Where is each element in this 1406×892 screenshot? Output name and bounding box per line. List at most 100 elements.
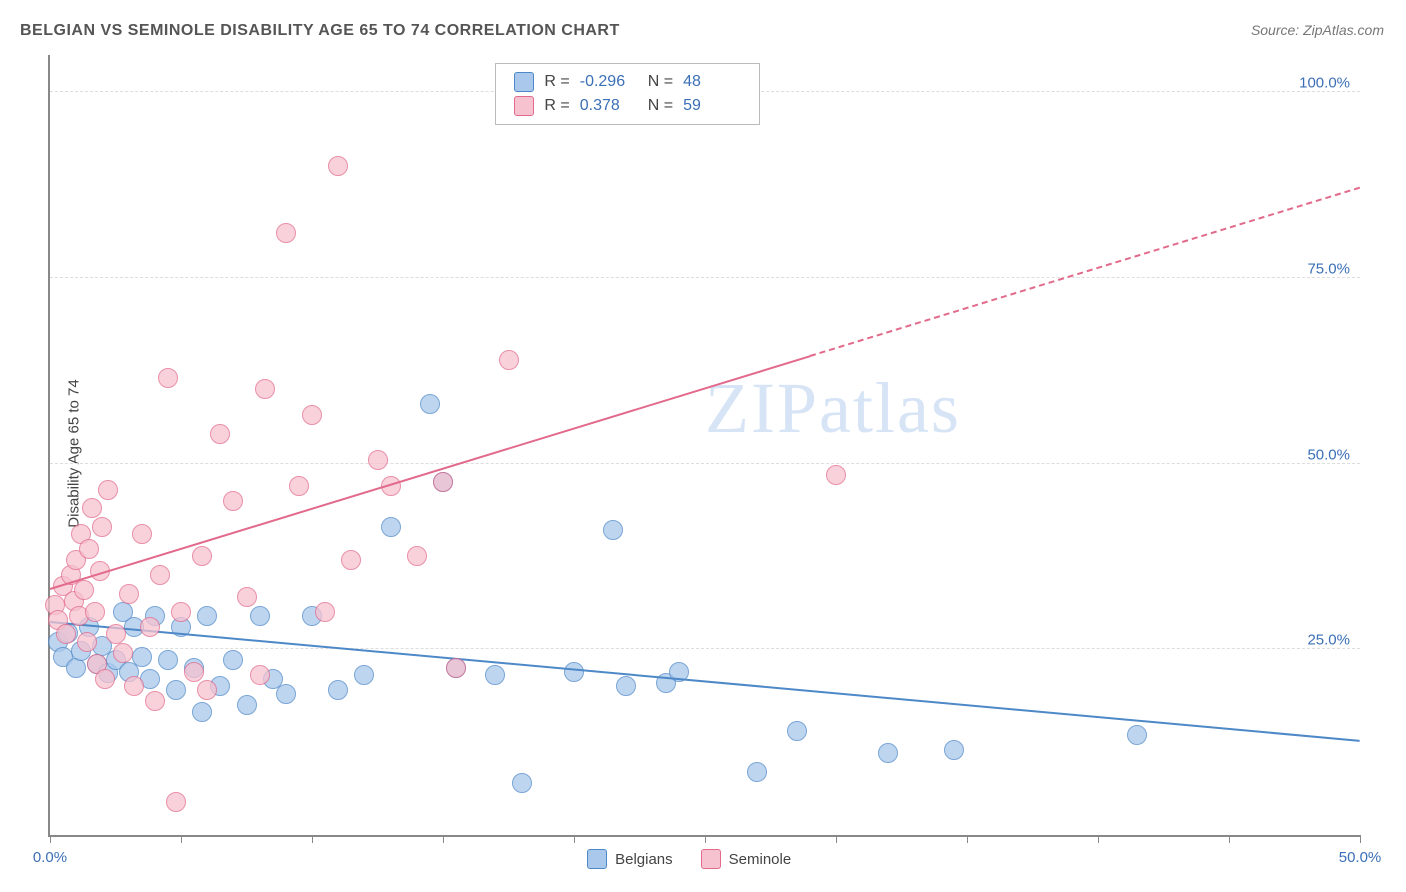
data-point xyxy=(184,662,204,682)
data-point xyxy=(368,450,388,470)
data-point xyxy=(113,643,133,663)
data-point xyxy=(407,546,427,566)
stats-row: R = 0.378 N = 59 xyxy=(514,94,741,118)
data-point xyxy=(197,606,217,626)
x-tick xyxy=(967,835,968,843)
data-point xyxy=(132,647,152,667)
chart-title: BELGIAN VS SEMINOLE DISABILITY AGE 65 TO… xyxy=(20,22,620,40)
gridline xyxy=(50,277,1360,278)
data-point xyxy=(92,517,112,537)
data-point xyxy=(197,680,217,700)
data-point xyxy=(192,546,212,566)
trend-line xyxy=(50,621,1360,742)
x-tick-label: 0.0% xyxy=(33,849,67,866)
data-point xyxy=(603,520,623,540)
data-point xyxy=(420,394,440,414)
data-point xyxy=(255,379,275,399)
trend-line xyxy=(810,187,1361,357)
data-point xyxy=(79,539,99,559)
stats-row: R =-0.296N =48 xyxy=(514,70,741,94)
data-point xyxy=(315,602,335,622)
legend-swatch xyxy=(514,96,534,116)
x-tick xyxy=(836,835,837,843)
data-point xyxy=(328,680,348,700)
data-point xyxy=(1127,725,1147,745)
data-point xyxy=(328,156,348,176)
data-point xyxy=(276,684,296,704)
data-point xyxy=(354,665,374,685)
legend-swatch xyxy=(701,849,721,869)
data-point xyxy=(237,695,257,715)
data-point xyxy=(250,606,270,626)
stats-box: R =-0.296N =48R =0.378N =59 xyxy=(495,63,760,125)
data-point xyxy=(826,465,846,485)
stat-n-value: 48 xyxy=(683,70,741,94)
data-point xyxy=(140,617,160,637)
x-tick xyxy=(181,835,182,843)
y-tick-label: 25.0% xyxy=(1307,632,1350,649)
data-point xyxy=(82,498,102,518)
data-point xyxy=(106,624,126,644)
data-point xyxy=(878,743,898,763)
stat-n-label: N = xyxy=(648,94,673,118)
y-tick-label: 75.0% xyxy=(1307,260,1350,277)
data-point xyxy=(171,602,191,622)
gridline xyxy=(50,463,1360,464)
data-point xyxy=(446,658,466,678)
stat-r-label: R = xyxy=(544,70,569,94)
x-tick xyxy=(1098,835,1099,843)
data-point xyxy=(433,472,453,492)
data-point xyxy=(124,676,144,696)
data-point xyxy=(223,491,243,511)
legend-label: Seminole xyxy=(729,851,792,868)
data-point xyxy=(787,721,807,741)
data-point xyxy=(119,584,139,604)
data-point xyxy=(150,565,170,585)
x-tick xyxy=(1360,835,1361,843)
legend-label: Belgians xyxy=(615,851,673,868)
legend-item: Belgians xyxy=(587,849,673,869)
trend-line xyxy=(50,355,810,590)
watermark: ZIPatlas xyxy=(705,367,961,450)
data-point xyxy=(237,587,257,607)
data-point xyxy=(132,524,152,544)
x-tick xyxy=(705,835,706,843)
data-point xyxy=(485,665,505,685)
stat-n-label: N = xyxy=(648,70,673,94)
data-point xyxy=(166,680,186,700)
data-point xyxy=(145,691,165,711)
x-tick xyxy=(574,835,575,843)
stat-r-label: R = xyxy=(544,94,569,118)
x-tick xyxy=(312,835,313,843)
data-point xyxy=(158,368,178,388)
data-point xyxy=(564,662,584,682)
stat-r-value: 0.378 xyxy=(580,94,638,118)
data-point xyxy=(210,424,230,444)
data-point xyxy=(747,762,767,782)
data-point xyxy=(166,792,186,812)
data-point xyxy=(74,580,94,600)
data-point xyxy=(223,650,243,670)
x-tick xyxy=(1229,835,1230,843)
data-point xyxy=(381,517,401,537)
data-point xyxy=(56,624,76,644)
y-tick-label: 50.0% xyxy=(1307,446,1350,463)
data-point xyxy=(95,669,115,689)
data-point xyxy=(512,773,532,793)
data-point xyxy=(250,665,270,685)
data-point xyxy=(77,632,97,652)
data-point xyxy=(289,476,309,496)
stat-n-value: 59 xyxy=(683,94,741,118)
gridline xyxy=(50,648,1360,649)
x-tick xyxy=(50,835,51,843)
x-tick xyxy=(443,835,444,843)
data-point xyxy=(302,405,322,425)
source-label: Source: ZipAtlas.com xyxy=(1251,22,1384,38)
data-point xyxy=(192,702,212,722)
data-point xyxy=(499,350,519,370)
legend-item: Seminole xyxy=(701,849,792,869)
plot-area: ZIPatlas 25.0%50.0%75.0%100.0%0.0%50.0%R… xyxy=(48,55,1360,837)
data-point xyxy=(341,550,361,570)
data-point xyxy=(158,650,178,670)
data-point xyxy=(98,480,118,500)
